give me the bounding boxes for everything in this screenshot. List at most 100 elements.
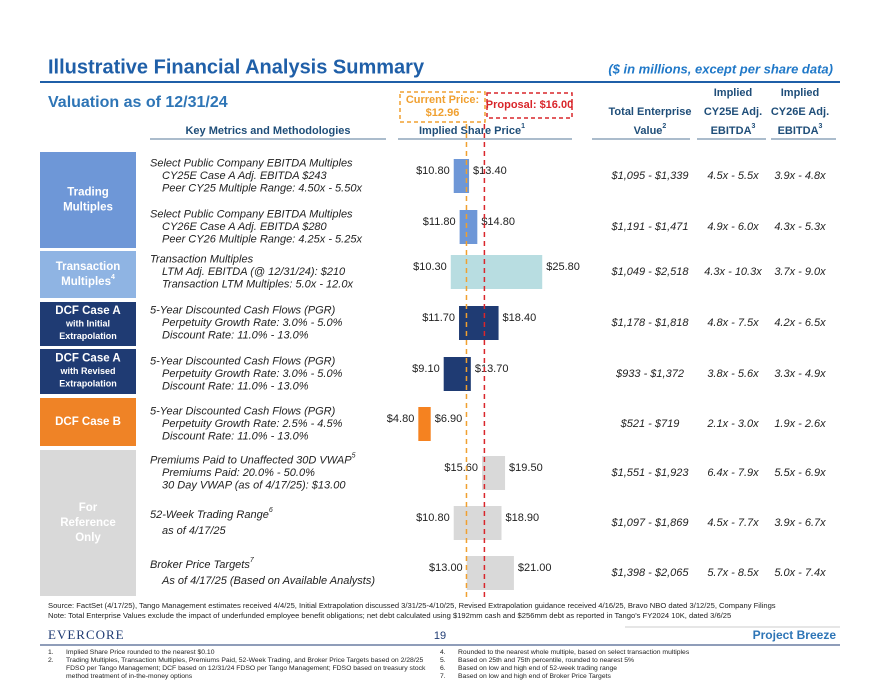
method-line: Discount Rate: 11.0% - 13.0% [162,380,309,392]
footnote-ref: 1 [521,123,525,130]
range-bar [453,159,470,193]
low-label: $11.80 [423,216,456,228]
group-label: with Initial [65,318,110,328]
table-cell: 4.3x - 10.3x [704,266,762,278]
footnote-number: 5. [440,657,446,664]
group-label: Trading [67,187,109,199]
table-cell: 4.8x - 7.5x [707,317,759,329]
method-title-text: 52-Week Trading Range [150,509,269,521]
method-line: Perpetuity Growth Rate: 2.5% - 4.5% [162,418,343,430]
group-box [40,450,136,596]
high-label: $25.80 [546,261,580,273]
table-cell: $1,191 - $1,471 [610,221,688,233]
group-label: DCF Case A [55,353,120,365]
range-bar [450,255,543,289]
method-line: Perpetuity Growth Rate: 3.0% - 5.0% [162,368,343,380]
group-label-text: DCF Case B [55,416,121,428]
group-label: Multiples [63,202,113,214]
method-line: Peer CY25 Multiple Range: 4.50x - 5.50x [162,182,362,194]
x-axis-title-text: Implied Share Price [419,125,521,137]
group-label: Extrapolation [59,379,117,389]
table-cell: $1,049 - $2,518 [610,266,689,278]
range-bar [453,506,502,540]
method-line: Discount Rate: 11.0% - 13.0% [162,329,309,341]
method-title: Broker Price Targets7 [150,557,255,571]
group-label: Transaction [56,261,121,273]
footnote-text: Based on low and high end of 52-week tra… [458,665,617,672]
method-title-text: Transaction Multiples [150,253,254,265]
table-cell: 2.1x - 3.0x [706,418,759,430]
column-header: CY26E Adj. [771,106,829,118]
method-line: LTM Adj. EBITDA (@ 12/31/24): $210 [162,266,346,278]
footnote-number: 1. [48,649,54,656]
footnote-ref: 5 [352,452,356,459]
range-bar [482,456,506,490]
group-label: with Revised [59,366,115,376]
column-header-text: EBITDA [778,125,819,137]
low-label: $10.80 [416,512,450,524]
method-line: 30 Day VWAP (as of 4/17/25): $13.00 [162,479,346,491]
table-cell: $1,178 - $1,818 [610,317,689,329]
group-label-text: Extrapolation [59,379,117,389]
group-label-text: Only [75,532,101,544]
low-label: $10.80 [416,165,450,177]
low-label: $13.00 [429,562,463,574]
column-header: Implied [714,87,753,99]
low-label: $9.10 [412,363,440,375]
high-label: $18.90 [506,512,540,524]
table-cell: $1,551 - $1,923 [610,467,689,479]
table-cell: 3.9x - 6.7x [774,517,826,529]
reference-value: $12.96 [426,107,460,119]
method-line: Transaction LTM Multiples: 5.0x - 12.0x [162,278,353,290]
table-cell: 3.9x - 4.8x [774,170,826,182]
footnote-ref: 4 [111,274,115,281]
high-label: $13.40 [473,165,507,177]
range-bar [418,407,431,441]
reference-box [399,91,486,123]
table-cell: 4.2x - 6.5x [774,317,826,329]
method-line: Discount Rate: 11.0% - 13.0% [162,430,309,442]
x-axis-title: Implied Share Price1 [419,123,525,137]
method-title-text: 5-Year Discounted Cash Flows (PGR) [150,355,336,367]
note: Note: Total Enterprise Values exclude th… [48,611,731,620]
footnote-ref: 7 [250,557,255,564]
table-cell: 4.3x - 5.3x [774,221,826,233]
high-label: $13.70 [475,363,509,375]
table-cell: $1,095 - $1,339 [610,170,688,182]
footnote-text: Trading Multiples, Transaction Multiples… [66,657,423,664]
footnote-text: Implied Share Price rounded to the neare… [66,649,215,656]
method-title: Transaction Multiples [150,253,254,265]
range-bar [459,210,478,244]
high-label: $21.00 [518,562,552,574]
high-label: $14.80 [481,216,515,228]
high-label: $18.40 [503,312,537,324]
column-header: Total Enterprise [609,106,692,118]
column-header-text: EBITDA [711,125,752,137]
table-cell: 3.7x - 9.0x [774,266,826,278]
table-cell: 3.3x - 4.9x [774,368,826,380]
method-title-text: Select Public Company EBITDA Multiples [150,157,353,169]
group-box [40,398,136,446]
method-title-text: Select Public Company EBITDA Multiples [150,208,353,220]
footnote-ref: 3 [752,123,756,130]
table-cell: $521 - $719 [620,418,680,430]
method-title: 5-Year Discounted Cash Flows (PGR) [150,355,336,367]
method-title-text: 5-Year Discounted Cash Flows (PGR) [150,304,336,316]
high-label: $6.90 [435,413,463,425]
footnote-text: Based on low and high end of Broker Pric… [458,673,611,680]
group-label: Only [75,532,101,544]
range-bar [459,306,499,340]
group-label: DCF Case A [55,305,120,317]
group-label-text: Extrapolation [59,331,117,341]
low-label: $4.80 [387,413,415,425]
low-label: $11.70 [422,312,455,324]
column-header: CY25E Adj. [704,106,762,118]
group-label: For [79,502,98,514]
column-header: EBITDA3 [778,123,823,137]
footnote-ref: 3 [819,123,823,130]
table-cell: 4.5x - 5.5x [707,170,759,182]
reference-label-text: Proposal: [486,99,537,111]
footnote-number: 6. [440,665,446,672]
table-cell: 5.7x - 8.5x [707,567,759,579]
section-title: Valuation as of 12/31/24 [48,94,228,111]
